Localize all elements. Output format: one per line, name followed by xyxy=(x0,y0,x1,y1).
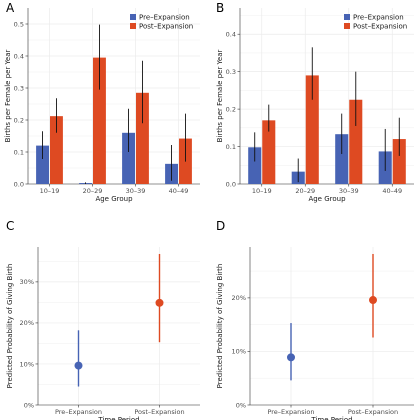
y-tick-label: 0.0 xyxy=(226,180,236,188)
bar-post-0 xyxy=(50,116,63,184)
y-tick-label: 10% xyxy=(20,360,34,368)
legend-key-post xyxy=(130,23,136,29)
panel-b: B 0.0 0.1 0.2 0.3 0.4 10–19 20–29 30–39 40–49 Pre–… xyxy=(216,1,414,203)
x-axis-title: Time Period xyxy=(97,416,139,420)
y-tick-label: 10% xyxy=(232,348,246,356)
y-tick-label: 0.4 xyxy=(14,52,24,60)
point-post xyxy=(369,296,377,305)
x-tick-label: Pre–Expansion xyxy=(55,408,102,416)
bar-post-1 xyxy=(93,57,106,184)
legend-label-post: Post–Expansion xyxy=(353,23,407,31)
y-tick-label: 0.1 xyxy=(226,143,236,151)
bar-pre-2 xyxy=(335,134,349,184)
panel-label: C xyxy=(6,219,14,233)
x-tick-label: 20–29 xyxy=(295,187,315,195)
panel-d: D 0% 10% 20% Pre–Expansion Post–ExpansionTime… xyxy=(216,219,414,420)
legend-label-pre: Pre–Expansion xyxy=(353,14,404,22)
y-tick-label: 0.3 xyxy=(226,68,236,76)
x-axis-title: Age Group xyxy=(95,195,133,203)
panel-label: B xyxy=(216,1,224,15)
y-tick-label: 20% xyxy=(232,294,246,302)
x-tick-label: Post–Expansion xyxy=(134,408,184,416)
y-tick-label: 0.4 xyxy=(226,31,236,39)
panel-c: C 0% 10% 20% 30% Pre–Expansion Post–ExpansionT… xyxy=(6,219,200,420)
panel-a: A 0.0 0.1 0.2 0.3 0.4 0.5 10–19 20–29 30–39 40–49 P… xyxy=(4,1,200,203)
legend-key-pre xyxy=(130,14,136,20)
y-tick-label: 0.5 xyxy=(14,20,24,28)
y-axis-title: Predicted Probability of Giving Birth xyxy=(6,264,14,389)
y-axis-title: Births per Female per Year xyxy=(216,50,224,143)
panel-label: D xyxy=(216,219,225,233)
x-tick-label: Post–Expansion xyxy=(348,408,398,416)
point-post xyxy=(155,298,164,307)
legend-label-post: Post–Expansion xyxy=(139,23,193,31)
bar-post-0 xyxy=(262,120,276,184)
x-tick-label: 30–39 xyxy=(126,187,146,195)
bar-post-2 xyxy=(136,92,149,184)
legend-key-pre xyxy=(344,14,350,20)
y-tick-label: 0.2 xyxy=(226,105,236,113)
y-tick-label: 20% xyxy=(20,319,34,327)
bar-post-1 xyxy=(305,75,319,184)
bar-pre-0 xyxy=(248,147,262,184)
y-tick-label: 0.0 xyxy=(14,180,24,188)
x-tick-label: 40–49 xyxy=(382,187,402,195)
x-tick-label: 10–19 xyxy=(252,187,272,195)
y-tick-label: 0% xyxy=(24,401,34,409)
x-tick-label: 30–39 xyxy=(339,187,359,195)
point-pre xyxy=(287,353,295,362)
x-tick-label: 10–19 xyxy=(40,187,60,195)
x-axis-title: Time Period xyxy=(310,416,352,420)
x-tick-label: Pre–Expansion xyxy=(267,408,314,416)
point-pre xyxy=(74,361,83,370)
bar-post-3 xyxy=(392,139,406,184)
y-axis-title: Births per Female per Year xyxy=(4,50,12,143)
y-tick-label: 30% xyxy=(20,278,34,286)
bar-post-2 xyxy=(349,99,363,184)
y-tick-label: 0% xyxy=(236,401,246,409)
legend-key-post xyxy=(344,23,350,29)
x-axis-title: Age Group xyxy=(308,195,346,203)
bar-pre-2 xyxy=(122,132,135,184)
y-tick-label: 0.3 xyxy=(14,84,24,92)
y-tick-label: 0.2 xyxy=(14,116,24,124)
legend-label-pre: Pre–Expansion xyxy=(139,14,190,22)
bar-pre-0 xyxy=(36,145,49,184)
y-axis-title: Predicted Probability of Giving Birth xyxy=(216,264,224,389)
x-tick-label: 40–49 xyxy=(169,187,189,195)
panel-label: A xyxy=(6,1,15,15)
y-tick-label: 0.1 xyxy=(14,148,24,156)
x-tick-label: 20–29 xyxy=(83,187,103,195)
